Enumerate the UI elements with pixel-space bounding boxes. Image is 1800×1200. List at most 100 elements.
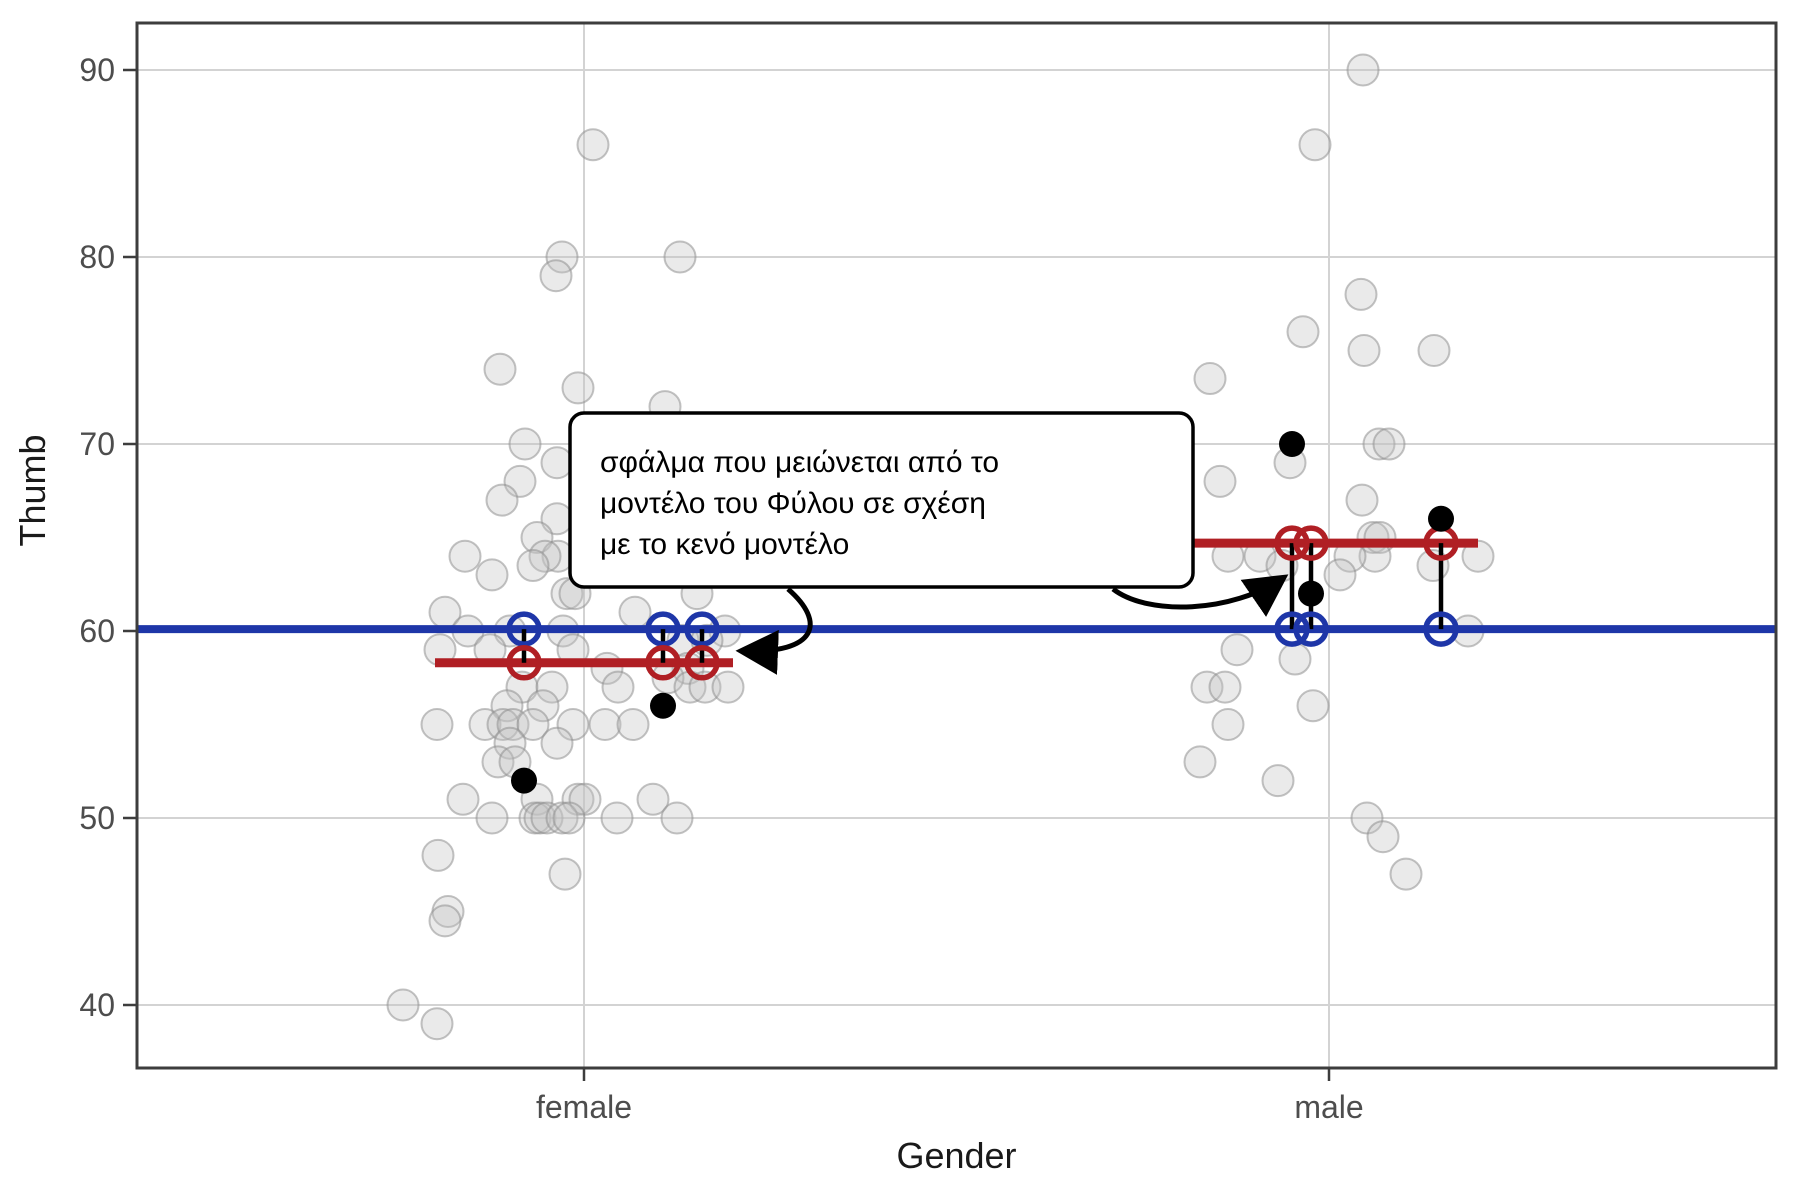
data-point bbox=[1211, 708, 1245, 741]
y-tick-label: 80 bbox=[79, 239, 115, 275]
data-point bbox=[1261, 764, 1295, 798]
data-point bbox=[1298, 128, 1332, 162]
data-point bbox=[493, 726, 527, 760]
data-point bbox=[516, 549, 550, 583]
data-point bbox=[552, 801, 586, 835]
empty-model-prediction-circle bbox=[506, 611, 542, 647]
group-model-prediction-circle bbox=[506, 645, 542, 681]
y-tick-label: 50 bbox=[79, 800, 115, 836]
group-model-prediction-circle bbox=[645, 645, 681, 681]
annotation-callout: σφάλμα που μειώνεται από το μοντέλο του … bbox=[568, 411, 1195, 589]
data-point bbox=[1193, 362, 1227, 396]
highlighted-data-points bbox=[511, 431, 1454, 794]
annotation-text-line: μοντέλο του Φύλου σε σχέση bbox=[600, 487, 986, 520]
data-point bbox=[576, 128, 610, 162]
data-point bbox=[1362, 427, 1396, 461]
data-point bbox=[420, 708, 454, 741]
data-point bbox=[1389, 857, 1423, 891]
data-point bbox=[481, 745, 515, 779]
data-point bbox=[535, 670, 569, 704]
data-point bbox=[428, 904, 462, 938]
empty-model-prediction-circle bbox=[684, 611, 720, 647]
data-point bbox=[1220, 633, 1254, 667]
data-point bbox=[588, 708, 622, 741]
jittered-data-points bbox=[386, 53, 1495, 1041]
data-point bbox=[1208, 670, 1242, 704]
data-point bbox=[1345, 483, 1379, 517]
data-point bbox=[520, 521, 554, 554]
data-point bbox=[448, 539, 482, 573]
data-point bbox=[660, 801, 694, 835]
data-point bbox=[446, 782, 480, 816]
data-point bbox=[475, 558, 509, 592]
group-model-prediction-circle bbox=[1274, 525, 1310, 561]
data-point bbox=[1344, 277, 1378, 311]
data-point bbox=[636, 782, 670, 816]
data-point bbox=[1286, 315, 1320, 349]
model-prediction-circles bbox=[506, 525, 1459, 681]
x-axis-title: Gender bbox=[896, 1135, 1016, 1176]
data-point bbox=[539, 259, 573, 293]
data-point bbox=[545, 801, 579, 835]
data-point bbox=[485, 483, 519, 517]
panel-border bbox=[135, 21, 1778, 1070]
y-tick-label: 40 bbox=[79, 987, 115, 1023]
data-point bbox=[540, 726, 574, 760]
data-point bbox=[548, 857, 582, 891]
highlighted-data-point bbox=[1428, 505, 1454, 532]
group-model-prediction-circle bbox=[684, 645, 720, 681]
highlighted-data-point bbox=[650, 692, 676, 719]
arrow-to-male-mean bbox=[1111, 574, 1289, 617]
annotation-box bbox=[568, 411, 1195, 589]
data-point bbox=[663, 240, 697, 274]
highlighted-data-point bbox=[511, 767, 537, 794]
x-tick-label: female bbox=[536, 1089, 632, 1125]
data-point bbox=[545, 240, 579, 274]
empty-model-prediction-circle bbox=[645, 611, 681, 647]
annotation-text-line: με το κενό μοντέλο bbox=[600, 528, 849, 561]
y-axis-title: Thumb bbox=[12, 434, 53, 546]
highlighted-data-point bbox=[1298, 580, 1324, 607]
data-point bbox=[526, 689, 560, 723]
data-point bbox=[1366, 820, 1400, 854]
empty-model-prediction-circle bbox=[1423, 611, 1459, 647]
annotation-arrows bbox=[735, 574, 1289, 675]
data-point bbox=[1323, 558, 1357, 592]
arrow-to-female-mean bbox=[735, 587, 813, 675]
data-point bbox=[1190, 670, 1224, 704]
data-point bbox=[1203, 464, 1237, 498]
data-point bbox=[1347, 334, 1381, 367]
data-point bbox=[508, 427, 542, 461]
group-model-prediction-circle bbox=[1293, 525, 1329, 561]
data-point bbox=[711, 670, 745, 704]
data-point bbox=[475, 801, 509, 835]
data-point bbox=[468, 708, 502, 741]
data-point bbox=[1183, 745, 1217, 779]
data-point bbox=[421, 838, 455, 872]
data-point bbox=[540, 446, 574, 480]
y-tick-label: 70 bbox=[79, 426, 115, 462]
data-point bbox=[516, 708, 550, 741]
data-point bbox=[1372, 427, 1406, 461]
data-point bbox=[561, 371, 595, 405]
empty-model-prediction-circle bbox=[1293, 611, 1329, 647]
annotation-text-line: σφάλμα που μειώνεται από το bbox=[600, 446, 999, 479]
y-tick-label: 90 bbox=[79, 52, 115, 88]
axis-ticks-and-labels: 90 80 70 60 50 40 female male bbox=[79, 52, 1363, 1125]
data-point bbox=[601, 670, 635, 704]
y-tick-label: 60 bbox=[79, 613, 115, 649]
data-point bbox=[550, 577, 584, 611]
x-tick-label: male bbox=[1294, 1089, 1363, 1125]
data-point bbox=[616, 708, 650, 741]
panel-border-rect bbox=[135, 21, 1778, 1070]
data-point bbox=[483, 352, 517, 386]
empty-model-prediction-circle bbox=[1274, 611, 1310, 647]
data-point bbox=[1346, 53, 1380, 87]
data-point bbox=[618, 595, 652, 629]
highlighted-data-point bbox=[1279, 431, 1305, 457]
data-point bbox=[1278, 642, 1312, 676]
data-point bbox=[1296, 689, 1330, 723]
data-point bbox=[600, 801, 634, 835]
